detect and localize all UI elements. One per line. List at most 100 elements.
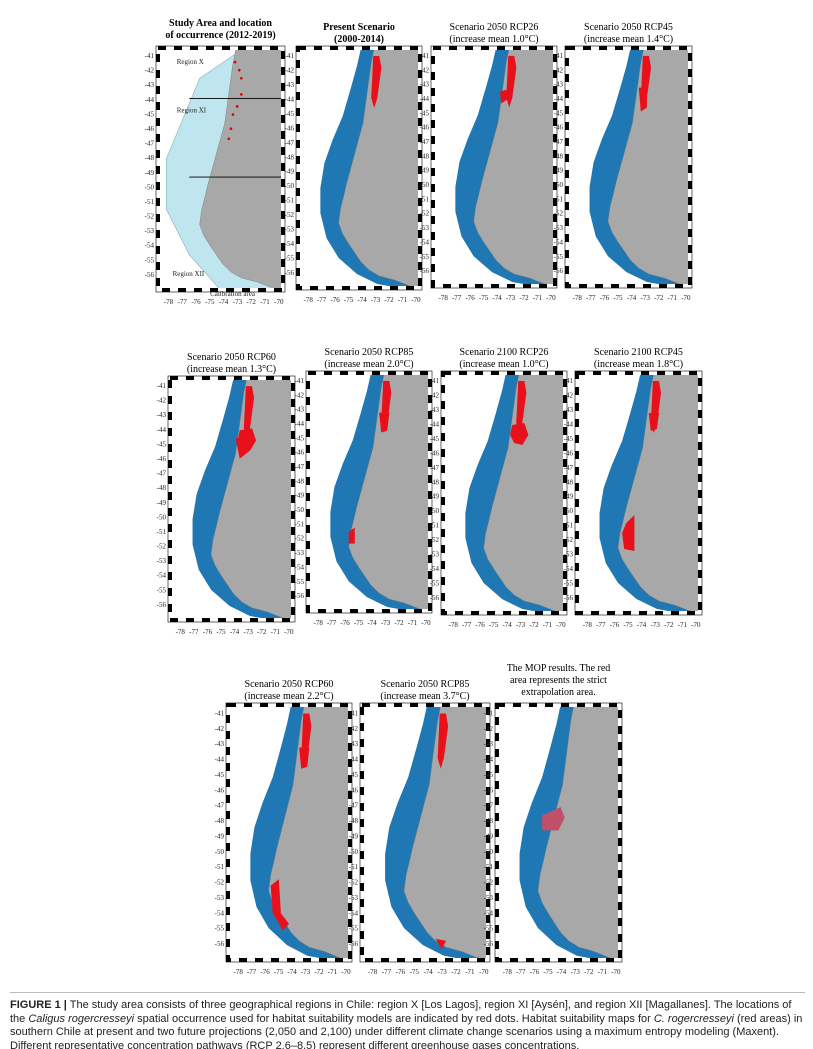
lat-tick-label: -47 [564,464,574,472]
lat-tick-label: -56 [295,592,305,600]
occurrence-dot [239,76,243,80]
red-area [648,413,659,431]
lat-tick-label: -41 [484,710,494,718]
lat-tick-label: -49 [430,493,440,501]
lat-tick-label: -51 [145,198,155,206]
lat-tick-label: -55 [554,253,564,261]
lat-tick-label: -53 [430,551,440,559]
lat-tick-label: -41 [564,377,574,385]
frame-outline [494,702,623,963]
frame [306,371,432,613]
lat-tick-label: -41 [145,52,155,60]
lon-tick-label: -78 [313,619,323,627]
lon-tick-label: -78 [176,628,186,636]
lat-tick-label: -43 [420,81,430,89]
frame-outline [430,45,558,289]
lat-tick-label: -54 [295,563,305,571]
panel-title: Scenario 2050 RCP85 [381,679,470,690]
lat-tick-label: -54 [484,909,494,917]
land [210,377,294,621]
lon-tick-label: -77 [382,968,392,976]
lat-tick-label: -48 [145,154,155,162]
lat-tick-label: -52 [554,210,564,218]
lon-tick-label: -73 [506,294,516,302]
lon-tick-label: -74 [287,968,297,976]
map [298,47,421,289]
lat-tick-label: -44 [564,420,574,428]
lat-tick-label: -56 [285,269,295,277]
lon-tick-label: -72 [519,294,529,302]
lon-tick-label: -71 [678,621,688,629]
lon-tick-label: -70 [479,968,489,976]
lon-tick-label: -70 [611,968,621,976]
lon-tick-label: -75 [410,968,420,976]
lat-tick-label: -54 [285,240,295,248]
lat-tick-label: -55 [295,578,305,586]
lat-tick-label: -53 [157,557,167,565]
lon-tick-label: -77 [452,294,462,302]
lat-tick-label: -50 [157,513,167,521]
map-panel: Scenario 2100 RCP26(increase mean 1.0°C)… [430,347,568,629]
lat-tick-label: -56 [554,267,564,275]
frame-outline [440,370,568,616]
lat-tick-label: -48 [430,478,440,486]
lon-tick-label: -75 [623,621,633,629]
lon-tick-label: -76 [203,628,213,636]
lat-tick-label: -56 [430,594,440,602]
lat-tick-label: -56 [484,940,494,948]
lon-tick-label: -70 [421,619,431,627]
lon-tick-label: -74 [423,968,433,976]
panel-title: extrapolation area. [521,687,595,698]
lon-tick-label: -77 [317,296,327,304]
lat-tick-label: -55 [430,580,440,588]
lat-tick-label: -54 [420,238,430,246]
frame-outline [155,45,286,293]
frame [431,46,557,288]
red-area [348,527,355,544]
map-panel: Scenario 2050 RCP85(increase mean 2.0°C)… [295,347,433,627]
red-area [506,55,517,108]
lon-tick-label: -77 [327,619,337,627]
panel-title: Scenario 2050 RCP85 [325,347,414,358]
lon-tick-label: -70 [556,621,566,629]
lat-tick-label: -44 [420,95,430,103]
land [338,47,421,289]
lat-tick-label: -49 [564,493,574,501]
lon-tick-label: -76 [475,621,485,629]
lon-tick-label: -76 [191,298,201,306]
frame [168,376,295,622]
lon-tick-label: -77 [586,294,596,302]
lon-tick-label: -77 [596,621,606,629]
lon-tick-label: -72 [654,294,664,302]
lat-tick-label: -43 [349,740,359,748]
red-area [516,381,527,433]
lon-tick-label: -73 [243,628,253,636]
lat-tick-label: -49 [157,499,167,507]
lat-tick-label: -44 [554,95,564,103]
land [403,704,489,961]
red-area [500,89,508,104]
lat-tick-label: -47 [349,802,359,810]
lat-tick-label: -45 [285,110,295,118]
lat-tick-label: -42 [295,391,305,399]
lat-tick-label: -44 [215,756,225,764]
lat-tick-label: -47 [430,464,440,472]
lat-tick-label: -42 [145,67,155,75]
lon-tick-label: -78 [164,298,174,306]
lat-tick-label: -50 [349,848,359,856]
lon-tick-label: -74 [230,628,240,636]
occurrence-dot [239,93,243,96]
lat-tick-label: -50 [564,507,574,515]
region-label: Region X [177,58,204,66]
lat-tick-label: -53 [285,226,295,234]
land [473,47,556,287]
lon-tick-label: -74 [357,296,367,304]
lat-tick-label: -45 [295,434,305,442]
lat-tick-label: -49 [285,168,295,176]
lon-tick-label: -76 [530,968,540,976]
lon-tick-label: -72 [451,968,461,976]
lat-tick-label: -43 [215,740,225,748]
lat-tick-label: -50 [145,183,155,191]
lat-tick-label: -44 [430,420,440,428]
red-area [243,386,255,439]
